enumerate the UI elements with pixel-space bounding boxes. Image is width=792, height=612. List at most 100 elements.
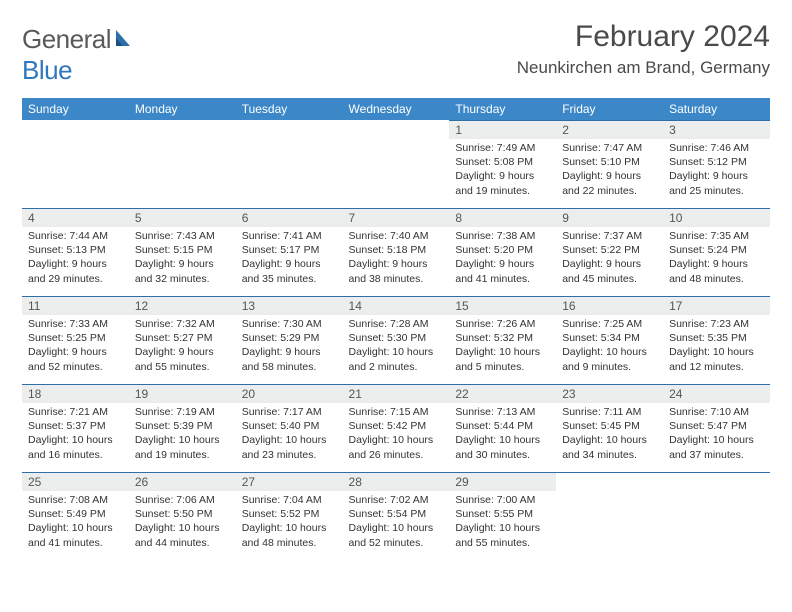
day-number: 28 xyxy=(343,472,450,491)
calendar-cell: 15Sunrise: 7:26 AMSunset: 5:32 PMDayligh… xyxy=(449,296,556,384)
calendar-body: 1Sunrise: 7:49 AMSunset: 5:08 PMDaylight… xyxy=(22,120,770,560)
day-line: Sunrise: 7:46 AM xyxy=(669,141,764,155)
day-body xyxy=(343,139,450,145)
day-line: Daylight: 9 hours and 22 minutes. xyxy=(562,169,657,197)
day-number: 21 xyxy=(343,384,450,403)
day-line: Sunset: 5:24 PM xyxy=(669,243,764,257)
day-line: Sunrise: 7:17 AM xyxy=(242,405,337,419)
day-line: Daylight: 10 hours and 12 minutes. xyxy=(669,345,764,373)
day-line: Daylight: 9 hours and 55 minutes. xyxy=(135,345,230,373)
calendar-cell: 8Sunrise: 7:38 AMSunset: 5:20 PMDaylight… xyxy=(449,208,556,296)
brand-logo: GeneralBlue xyxy=(22,20,136,86)
day-body: Sunrise: 7:41 AMSunset: 5:17 PMDaylight:… xyxy=(236,227,343,290)
day-number: 26 xyxy=(129,472,236,491)
day-line: Sunset: 5:10 PM xyxy=(562,155,657,169)
day-line: Daylight: 10 hours and 16 minutes. xyxy=(28,433,123,461)
day-body: Sunrise: 7:02 AMSunset: 5:54 PMDaylight:… xyxy=(343,491,450,554)
day-body: Sunrise: 7:26 AMSunset: 5:32 PMDaylight:… xyxy=(449,315,556,378)
day-body: Sunrise: 7:46 AMSunset: 5:12 PMDaylight:… xyxy=(663,139,770,202)
day-line: Daylight: 10 hours and 23 minutes. xyxy=(242,433,337,461)
day-line: Sunrise: 7:21 AM xyxy=(28,405,123,419)
day-body: Sunrise: 7:38 AMSunset: 5:20 PMDaylight:… xyxy=(449,227,556,290)
calendar-cell: 7Sunrise: 7:40 AMSunset: 5:18 PMDaylight… xyxy=(343,208,450,296)
day-line: Sunrise: 7:06 AM xyxy=(135,493,230,507)
day-number: 7 xyxy=(343,208,450,227)
calendar-cell: 23Sunrise: 7:11 AMSunset: 5:45 PMDayligh… xyxy=(556,384,663,472)
day-body: Sunrise: 7:35 AMSunset: 5:24 PMDaylight:… xyxy=(663,227,770,290)
header: GeneralBlue February 2024 Neunkirchen am… xyxy=(22,20,770,86)
day-line: Sunset: 5:34 PM xyxy=(562,331,657,345)
day-line: Sunset: 5:50 PM xyxy=(135,507,230,521)
day-line: Sunset: 5:30 PM xyxy=(349,331,444,345)
day-number: 29 xyxy=(449,472,556,491)
day-line: Sunrise: 7:02 AM xyxy=(349,493,444,507)
day-body: Sunrise: 7:00 AMSunset: 5:55 PMDaylight:… xyxy=(449,491,556,554)
day-line: Sunrise: 7:35 AM xyxy=(669,229,764,243)
day-body xyxy=(236,139,343,145)
day-line: Daylight: 9 hours and 38 minutes. xyxy=(349,257,444,285)
day-line: Daylight: 9 hours and 35 minutes. xyxy=(242,257,337,285)
brand-word-1: General xyxy=(22,24,111,54)
day-number xyxy=(556,472,663,491)
location: Neunkirchen am Brand, Germany xyxy=(517,58,770,78)
day-number: 10 xyxy=(663,208,770,227)
day-line: Daylight: 9 hours and 29 minutes. xyxy=(28,257,123,285)
day-body: Sunrise: 7:08 AMSunset: 5:49 PMDaylight:… xyxy=(22,491,129,554)
day-line: Sunset: 5:42 PM xyxy=(349,419,444,433)
day-line: Sunset: 5:49 PM xyxy=(28,507,123,521)
title-block: February 2024 Neunkirchen am Brand, Germ… xyxy=(517,20,770,78)
calendar-cell xyxy=(22,120,129,208)
calendar-week-row: 4Sunrise: 7:44 AMSunset: 5:13 PMDaylight… xyxy=(22,208,770,296)
calendar-cell: 18Sunrise: 7:21 AMSunset: 5:37 PMDayligh… xyxy=(22,384,129,472)
day-body: Sunrise: 7:49 AMSunset: 5:08 PMDaylight:… xyxy=(449,139,556,202)
day-line: Sunrise: 7:41 AM xyxy=(242,229,337,243)
calendar-cell: 5Sunrise: 7:43 AMSunset: 5:15 PMDaylight… xyxy=(129,208,236,296)
day-number xyxy=(343,120,450,139)
day-body: Sunrise: 7:13 AMSunset: 5:44 PMDaylight:… xyxy=(449,403,556,466)
day-line: Sunset: 5:12 PM xyxy=(669,155,764,169)
day-number: 12 xyxy=(129,296,236,315)
day-body: Sunrise: 7:11 AMSunset: 5:45 PMDaylight:… xyxy=(556,403,663,466)
weekday-header: Tuesday xyxy=(236,98,343,120)
day-number xyxy=(22,120,129,139)
day-line: Sunset: 5:40 PM xyxy=(242,419,337,433)
day-number: 18 xyxy=(22,384,129,403)
day-body xyxy=(663,491,770,497)
day-line: Sunset: 5:54 PM xyxy=(349,507,444,521)
day-line: Sunrise: 7:00 AM xyxy=(455,493,550,507)
calendar-cell xyxy=(129,120,236,208)
calendar-week-row: 25Sunrise: 7:08 AMSunset: 5:49 PMDayligh… xyxy=(22,472,770,560)
day-line: Sunrise: 7:25 AM xyxy=(562,317,657,331)
day-line: Sunrise: 7:40 AM xyxy=(349,229,444,243)
weekday-header: Friday xyxy=(556,98,663,120)
day-line: Sunrise: 7:44 AM xyxy=(28,229,123,243)
weekday-header: Wednesday xyxy=(343,98,450,120)
day-body xyxy=(556,491,663,497)
day-line: Daylight: 9 hours and 41 minutes. xyxy=(455,257,550,285)
day-line: Sunset: 5:35 PM xyxy=(669,331,764,345)
calendar-cell: 20Sunrise: 7:17 AMSunset: 5:40 PMDayligh… xyxy=(236,384,343,472)
day-number xyxy=(129,120,236,139)
calendar-cell: 19Sunrise: 7:19 AMSunset: 5:39 PMDayligh… xyxy=(129,384,236,472)
day-number: 22 xyxy=(449,384,556,403)
day-body: Sunrise: 7:37 AMSunset: 5:22 PMDaylight:… xyxy=(556,227,663,290)
day-line: Sunset: 5:47 PM xyxy=(669,419,764,433)
calendar-cell: 10Sunrise: 7:35 AMSunset: 5:24 PMDayligh… xyxy=(663,208,770,296)
calendar-cell xyxy=(663,472,770,560)
day-line: Daylight: 9 hours and 19 minutes. xyxy=(455,169,550,197)
day-line: Daylight: 10 hours and 19 minutes. xyxy=(135,433,230,461)
calendar-cell: 28Sunrise: 7:02 AMSunset: 5:54 PMDayligh… xyxy=(343,472,450,560)
calendar-cell: 6Sunrise: 7:41 AMSunset: 5:17 PMDaylight… xyxy=(236,208,343,296)
day-body: Sunrise: 7:21 AMSunset: 5:37 PMDaylight:… xyxy=(22,403,129,466)
day-body: Sunrise: 7:23 AMSunset: 5:35 PMDaylight:… xyxy=(663,315,770,378)
day-body xyxy=(22,139,129,145)
calendar-cell: 13Sunrise: 7:30 AMSunset: 5:29 PMDayligh… xyxy=(236,296,343,384)
day-number: 17 xyxy=(663,296,770,315)
day-body: Sunrise: 7:25 AMSunset: 5:34 PMDaylight:… xyxy=(556,315,663,378)
calendar-cell: 16Sunrise: 7:25 AMSunset: 5:34 PMDayligh… xyxy=(556,296,663,384)
day-line: Sunrise: 7:15 AM xyxy=(349,405,444,419)
weekday-header: Monday xyxy=(129,98,236,120)
day-line: Sunrise: 7:37 AM xyxy=(562,229,657,243)
day-body: Sunrise: 7:32 AMSunset: 5:27 PMDaylight:… xyxy=(129,315,236,378)
calendar-cell: 1Sunrise: 7:49 AMSunset: 5:08 PMDaylight… xyxy=(449,120,556,208)
